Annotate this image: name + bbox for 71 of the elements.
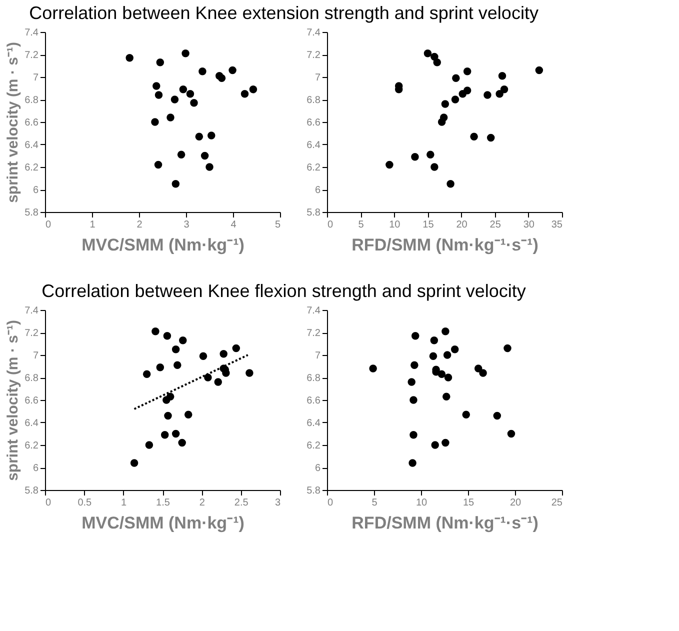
y-tick-label: 7.2	[24, 50, 39, 61]
y-tick-label: 6.2	[24, 162, 39, 174]
y-tick-label: 6.4	[306, 140, 321, 151]
x-tick-label: 5	[274, 220, 281, 230]
y-tick-label: 5.8	[24, 208, 39, 218]
x-tick-label: 20	[510, 498, 522, 508]
x-tick-label: 0	[328, 220, 334, 230]
y-tick-label: 6.8	[306, 95, 321, 106]
x-tick-label: 0	[46, 220, 52, 230]
x-tick-label: 10	[416, 498, 428, 508]
x-tick-label: 35	[551, 220, 563, 230]
y-tick-label: 7.4	[24, 306, 39, 316]
chart-title: Correlation between Knee flexion strength and sprint velocity	[42, 281, 526, 301]
x-tick-label: 5	[372, 498, 378, 508]
y-tick-label: 6	[314, 463, 321, 474]
y-tick-label: 5.8	[306, 208, 321, 218]
x-tick-label: 1.5	[156, 498, 170, 508]
y-tick-label: 5.8	[24, 486, 39, 496]
x-tick-label: 15	[422, 220, 434, 230]
y-tick-label: 6.2	[24, 440, 39, 452]
y-tick-label: 6.4	[306, 418, 321, 429]
y-tick-label: 6	[32, 463, 39, 474]
x-tick-label: 5	[358, 220, 364, 230]
x-tick-label: 25	[551, 498, 563, 508]
x-tick-label: 1	[121, 498, 128, 508]
chart-title: Correlation between Knee extension strength and sprint velocity	[29, 3, 538, 23]
x-axis-title: RFD/SMM (Nm·kg⁻¹·s⁻¹)	[352, 236, 538, 254]
x-tick-label: 4	[230, 220, 237, 230]
y-tick-label: 6.6	[24, 118, 39, 128]
y-axis-title: sprint velocity (m · s⁻¹)	[4, 320, 22, 481]
x-tick-label: 3	[274, 498, 281, 508]
y-tick-label: 6.2	[306, 162, 321, 174]
x-tick-label: 25	[490, 220, 502, 230]
x-tick-label: 2	[199, 498, 206, 508]
x-tick-label: 3	[184, 220, 190, 230]
x-tick-label: 2.5	[234, 498, 249, 508]
y-tick-label: 6.8	[24, 373, 39, 384]
y-tick-label: 7.2	[306, 328, 321, 339]
x-axis-title: MVC/SMM (Nm·kg⁻¹)	[82, 236, 244, 254]
x-tick-label: 20	[456, 220, 468, 230]
x-tick-label: 2	[136, 220, 143, 230]
x-tick-label: 0	[46, 498, 52, 508]
y-tick-label: 6.6	[306, 396, 321, 406]
y-tick-label: 6.8	[24, 95, 39, 106]
y-tick-label: 6.4	[24, 418, 39, 429]
y-tick-label: 7.4	[306, 28, 321, 38]
y-tick-label: 5.8	[306, 486, 321, 496]
x-axis-title: RFD/SMM (Nm·kg⁻¹·s⁻¹)	[352, 514, 538, 532]
y-tick-label: 6.8	[306, 373, 321, 384]
y-tick-label: 6.4	[24, 140, 39, 151]
y-tick-label: 6.6	[306, 118, 321, 128]
y-tick-label: 6	[32, 185, 39, 196]
x-tick-label: 0.5	[78, 498, 92, 508]
y-tick-label: 7	[32, 72, 39, 84]
y-tick-label: 6.6	[24, 396, 39, 406]
x-tick-label: 0	[328, 498, 334, 508]
y-tick-label: 6.2	[306, 440, 321, 452]
x-tick-label: 30	[523, 220, 535, 230]
y-axis-title: sprint velocity (m · s⁻¹)	[4, 42, 22, 203]
x-tick-label: 15	[462, 498, 474, 508]
y-tick-label: 7.4	[24, 28, 39, 38]
y-tick-label: 6	[314, 185, 321, 196]
y-tick-label: 7	[32, 350, 39, 362]
y-tick-label: 7.2	[24, 328, 39, 339]
y-tick-label: 7	[314, 72, 321, 84]
x-tick-label: 1	[90, 220, 96, 230]
y-tick-label: 7.4	[306, 306, 321, 316]
y-tick-label: 7	[314, 350, 321, 362]
x-tick-label: 10	[389, 220, 401, 230]
y-tick-label: 7.2	[306, 50, 321, 61]
x-axis-title: MVC/SMM (Nm·kg⁻¹)	[82, 514, 244, 532]
